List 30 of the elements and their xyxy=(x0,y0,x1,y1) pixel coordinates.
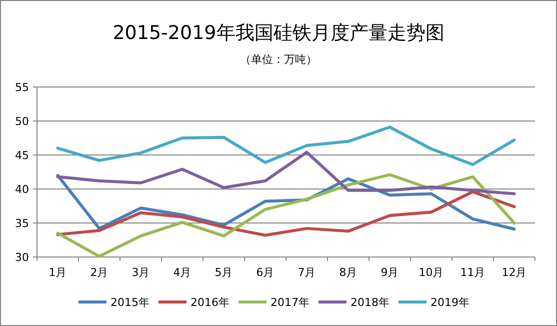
y-tick-label: 50 xyxy=(15,115,29,128)
line-series xyxy=(56,173,516,258)
y-tick-label: 45 xyxy=(15,149,29,162)
line-series xyxy=(56,126,516,166)
legend-label: 2019年 xyxy=(430,296,470,309)
x-tick-label: 8月 xyxy=(339,266,358,279)
y-tick-label: 40 xyxy=(15,183,29,196)
y-tick-label: 30 xyxy=(15,251,29,264)
x-tick-label: 7月 xyxy=(298,266,316,279)
x-tick-label: 3月 xyxy=(132,266,150,279)
x-tick-label: 6月 xyxy=(256,266,274,279)
line-series xyxy=(56,174,516,231)
x-tick-label: 10月 xyxy=(418,266,444,279)
legend-label: 2017年 xyxy=(270,296,310,309)
x-tick-label: 1月 xyxy=(48,266,67,279)
legend-label: 2016年 xyxy=(190,296,230,309)
chart-subtitle: （单位：万吨） xyxy=(240,53,317,66)
y-tick-label: 55 xyxy=(15,81,29,94)
x-tick-label: 12月 xyxy=(502,266,527,279)
legend-label: 2018年 xyxy=(350,296,390,309)
chart-title: 2015-2019年我国硅铁月度产量走势图 xyxy=(112,22,444,44)
y-tick-label: 35 xyxy=(15,217,29,230)
line-series xyxy=(56,190,516,237)
line-series xyxy=(56,150,516,196)
x-tick-label: 9月 xyxy=(380,266,399,279)
x-tick-label: 5月 xyxy=(214,266,233,279)
legend-label: 2015年 xyxy=(110,296,150,309)
x-tick-label: 11月 xyxy=(460,266,486,279)
x-tick-label: 4月 xyxy=(173,266,192,279)
x-tick-label: 2月 xyxy=(90,266,108,279)
